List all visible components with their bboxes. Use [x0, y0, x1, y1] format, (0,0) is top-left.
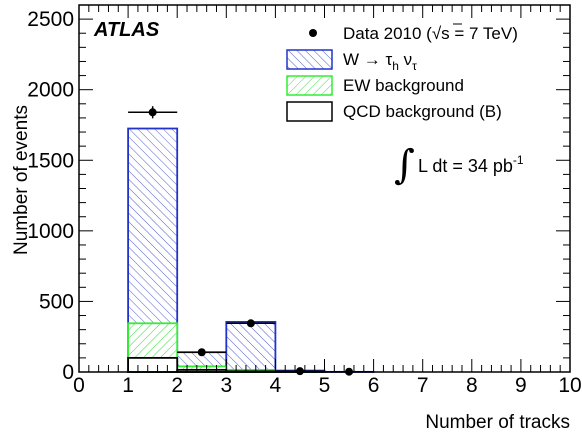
data-point: [246, 319, 255, 328]
y-tick-label: 0: [62, 361, 74, 384]
x-tick-label: 7: [417, 374, 429, 397]
y-axis-title: Number of events: [11, 105, 32, 255]
x-tick-label: 3: [220, 374, 232, 397]
y-tick-label: 2500: [27, 8, 74, 31]
y-tick-label: 1500: [27, 149, 74, 172]
x-tick-label: 8: [466, 374, 478, 397]
bar-qcd: [127, 356, 179, 373]
y-tick-label: 1000: [27, 220, 74, 243]
y-tick-label: 2000: [27, 79, 74, 102]
x-tick-label: 2: [171, 374, 183, 397]
x-tick-label: 9: [515, 374, 527, 397]
legend-signal-swatch: [286, 49, 333, 70]
integral-sign: ∫: [394, 142, 415, 188]
axis-ticks: [78, 4, 571, 373]
x-tick-label: 4: [270, 374, 282, 397]
data-point: [295, 367, 304, 376]
luminosity-annotation: ∫ L dt = 34 pb-1: [394, 142, 524, 188]
experiment-label: ATLAS: [93, 19, 160, 41]
legend-signal-label: W → τh ντ: [343, 50, 417, 73]
legend: Data 2010 (√s = 7 TeV) W → τh ντ EW back…: [286, 23, 518, 122]
legend-qcd-swatch: [286, 101, 333, 122]
data-point: [148, 108, 157, 117]
luminosity-text: L dt = 34 pb-1: [418, 153, 524, 176]
x-tick-labels: 0 1 2 3 4 5 6 7 8 9 10: [73, 374, 582, 397]
data-point: [197, 348, 206, 357]
bar-signal: [225, 320, 277, 373]
legend-ew-label: EW background: [343, 76, 464, 95]
x-tick-label: 10: [558, 374, 581, 397]
y-tick-labels: 0 500 1000 1500 2000 2500: [27, 8, 74, 384]
x-tick-label: 6: [368, 374, 380, 397]
x-axis-title: Number of tracks: [425, 412, 570, 433]
legend-qcd-label: QCD background (B): [343, 102, 502, 121]
y-tick-label: 500: [39, 290, 74, 313]
legend-entry-qcd: QCD background (B): [286, 101, 502, 122]
x-tick-label: 1: [122, 374, 134, 397]
legend-data-label: Data 2010 (√s = 7 TeV): [343, 24, 518, 43]
x-tick-label: 5: [319, 374, 331, 397]
legend-entry-data: Data 2010 (√s = 7 TeV): [309, 23, 518, 43]
histogram-bars: [127, 127, 375, 373]
legend-entry-ew: EW background: [286, 75, 464, 96]
x-tick-label: 0: [73, 374, 85, 397]
legend-data-marker: [309, 29, 317, 37]
legend-entry-signal: W → τh ντ: [286, 49, 417, 73]
legend-ew-swatch: [286, 75, 333, 96]
